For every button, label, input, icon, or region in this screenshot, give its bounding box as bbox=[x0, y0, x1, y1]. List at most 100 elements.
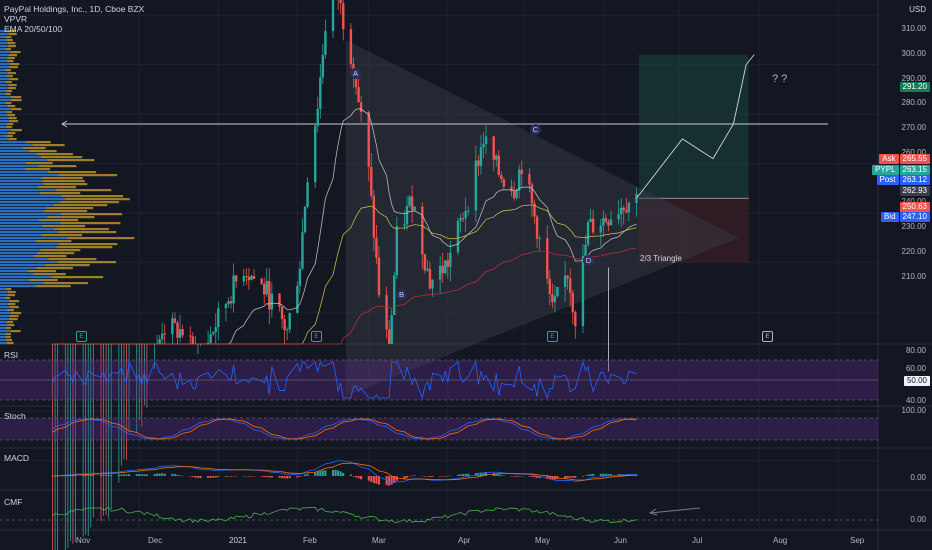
point-d[interactable]: D bbox=[583, 255, 594, 266]
volume-profile-bar bbox=[9, 315, 19, 318]
candle-body bbox=[520, 169, 523, 175]
candle-body bbox=[602, 218, 605, 226]
candle-body bbox=[449, 252, 452, 267]
volume-profile-bar bbox=[0, 339, 7, 342]
earnings-marker[interactable]: E bbox=[311, 331, 322, 342]
volume-profile-bar bbox=[0, 39, 7, 42]
macd-histogram-bar bbox=[569, 476, 572, 478]
candle-body bbox=[191, 336, 194, 344]
candle-body bbox=[444, 260, 447, 274]
volume-profile-bar bbox=[0, 36, 6, 39]
candle-body bbox=[607, 221, 610, 226]
volume-profile-bar bbox=[0, 150, 29, 153]
projection-path bbox=[636, 64, 747, 199]
candle-body bbox=[268, 280, 271, 310]
macd-histogram-bar bbox=[283, 476, 286, 479]
point-b[interactable]: B bbox=[396, 289, 407, 300]
volume-profile-bar bbox=[0, 165, 39, 168]
time-tick-label: Nov bbox=[76, 536, 91, 545]
volume-profile-bar bbox=[0, 135, 7, 138]
volume-profile-bar bbox=[0, 33, 9, 36]
macd-histogram-bar bbox=[355, 476, 357, 478]
macd-histogram-bar bbox=[143, 474, 146, 476]
macd-histogram-bar bbox=[449, 475, 452, 477]
volume-profile-bar bbox=[0, 246, 57, 249]
candle-body bbox=[599, 225, 602, 233]
earnings-marker[interactable]: E bbox=[547, 331, 558, 342]
macd-histogram-bar bbox=[128, 474, 131, 476]
volume-profile-bar bbox=[28, 270, 57, 273]
volume-profile-bar bbox=[7, 105, 16, 108]
volume-profile-bar bbox=[0, 93, 6, 96]
macd-histogram-bar bbox=[176, 474, 179, 476]
macd-histogram-bar bbox=[444, 476, 447, 477]
price-tag-label: Bid bbox=[880, 212, 899, 222]
volume-profile-bar bbox=[8, 84, 17, 87]
macd-histogram-bar bbox=[622, 474, 625, 476]
point-c[interactable]: C bbox=[530, 124, 541, 135]
price-tag-label: Post bbox=[876, 175, 899, 185]
volume-profile-bar bbox=[0, 177, 42, 180]
volume-profile-bar bbox=[0, 210, 44, 213]
point-a[interactable]: A bbox=[350, 68, 361, 79]
candle-body bbox=[349, 29, 353, 65]
volume-profile-bar bbox=[0, 72, 8, 75]
pane-label-stoch[interactable]: Stoch bbox=[4, 411, 26, 421]
volume-profile-bar bbox=[8, 45, 17, 48]
indicator-vpvr[interactable]: VPVR bbox=[4, 14, 28, 24]
macd-histogram-bar bbox=[502, 475, 505, 477]
macd-histogram-bar bbox=[520, 476, 523, 477]
macd-histogram-bar bbox=[181, 475, 184, 477]
macd-histogram-bar bbox=[581, 476, 584, 477]
candle-body bbox=[617, 214, 620, 220]
volume-profile-bar bbox=[0, 324, 8, 327]
volume-profile-bar bbox=[0, 216, 48, 219]
volume-profile-bar bbox=[0, 258, 49, 261]
volume-profile-bar bbox=[0, 99, 11, 102]
volume-profile-bar bbox=[0, 198, 65, 201]
volume-profile-bar bbox=[0, 186, 39, 189]
volume-profile-bar bbox=[43, 282, 88, 285]
volume-profile-bar bbox=[0, 294, 8, 297]
pane-label-macd[interactable]: MACD bbox=[4, 453, 30, 463]
candle-body bbox=[620, 207, 623, 215]
volume-profile-bar bbox=[6, 75, 13, 78]
candle-body bbox=[212, 332, 215, 335]
candle-body bbox=[189, 335, 192, 337]
candle-body bbox=[393, 275, 396, 316]
volume-profile-bar bbox=[8, 33, 17, 36]
candle-body bbox=[285, 329, 289, 331]
price-tick-label: 210.00 bbox=[901, 271, 926, 281]
volume-profile-bar bbox=[28, 150, 57, 153]
macd-histogram-bar bbox=[107, 475, 110, 476]
earnings-marker[interactable]: E bbox=[76, 331, 87, 342]
candle-body bbox=[375, 237, 378, 258]
macd-histogram-bar bbox=[589, 474, 592, 476]
price-tag-value: 263.12 bbox=[899, 175, 930, 185]
price-tag: 250.63 bbox=[899, 202, 930, 212]
candle-body bbox=[331, 0, 335, 32]
macd-histogram-bar bbox=[199, 476, 202, 479]
candle-body bbox=[260, 278, 263, 284]
candle-body bbox=[530, 184, 534, 204]
candle-body bbox=[423, 254, 427, 271]
ema-100-line bbox=[52, 247, 637, 345]
volume-profile-bar bbox=[0, 264, 45, 267]
candle-body bbox=[206, 342, 210, 344]
earnings-marker[interactable]: E bbox=[762, 331, 773, 342]
macd-histogram-bar bbox=[105, 475, 108, 476]
candle-body bbox=[367, 111, 370, 167]
volume-profile-bar bbox=[0, 195, 62, 198]
price-tag: PYPL 263.15 bbox=[872, 165, 930, 175]
candle-body bbox=[461, 218, 465, 220]
candle-body bbox=[586, 222, 590, 245]
macd-histogram-bar bbox=[194, 476, 197, 478]
pane-label-rsi[interactable]: RSI bbox=[4, 350, 19, 360]
macd-histogram-bar bbox=[375, 476, 378, 484]
price-tick-label: 280.00 bbox=[901, 98, 926, 108]
volume-profile-bar bbox=[0, 153, 37, 156]
pane-label-cmf[interactable]: CMF bbox=[4, 497, 23, 507]
indicator-ema[interactable]: EMA 20/50/100 bbox=[4, 24, 63, 34]
volume-profile-bar bbox=[0, 96, 11, 99]
